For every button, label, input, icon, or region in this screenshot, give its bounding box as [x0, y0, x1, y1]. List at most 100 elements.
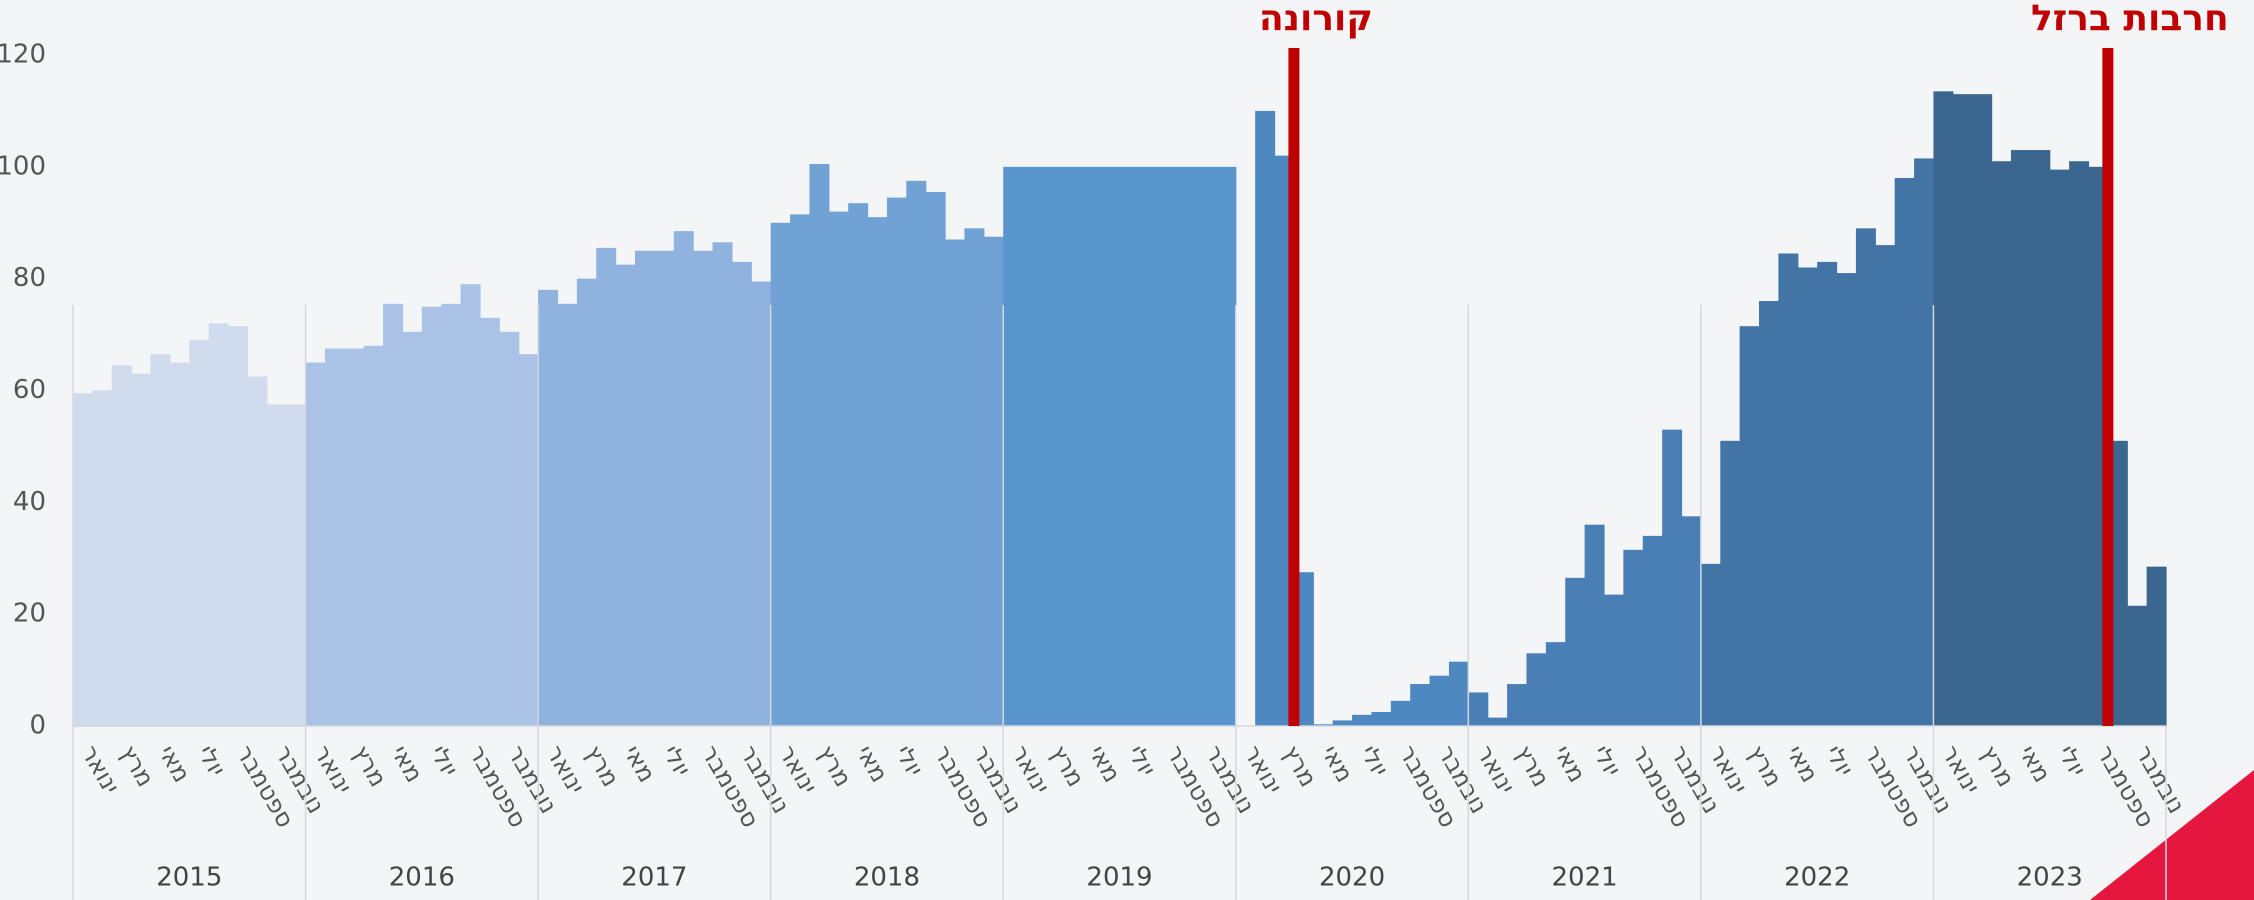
bar [867, 217, 888, 727]
bar [518, 354, 539, 726]
annotation-label: קורונה [1259, 0, 1373, 39]
bar [712, 242, 733, 726]
bar [790, 214, 811, 727]
bar [1390, 700, 1411, 726]
bar [247, 376, 268, 726]
month-label: מאי [851, 741, 894, 788]
bar [441, 303, 462, 726]
decoration [2090, 770, 2254, 900]
annotation-label: חרבות ברזל [2031, 0, 2229, 39]
month-label: יולי [1354, 741, 1394, 782]
bar [421, 306, 442, 726]
year-label: 2021 [1552, 863, 1618, 893]
bar [635, 250, 655, 727]
bar [1429, 675, 1450, 726]
bar [1313, 724, 1334, 726]
y-tick-label: 100 [0, 151, 46, 181]
month-label: יולי [192, 741, 232, 782]
month-label: יולי [657, 741, 697, 782]
bar [1778, 253, 1799, 727]
bar [925, 191, 946, 726]
bar [1720, 440, 1741, 726]
bar [2069, 161, 2090, 726]
bar [286, 404, 307, 726]
bar [557, 303, 578, 726]
bar [2030, 150, 2051, 726]
bar [731, 261, 752, 726]
bar [92, 390, 113, 726]
bar [479, 317, 500, 726]
plot [73, 91, 2167, 727]
month-label: מאי [1083, 741, 1126, 788]
bar [1797, 267, 1818, 726]
bar [1759, 301, 1780, 726]
bar [654, 250, 675, 727]
bar [208, 323, 229, 726]
bar [1371, 712, 1392, 726]
year-label: 2019 [1086, 863, 1152, 893]
bar [1894, 178, 1915, 726]
bar [1197, 166, 1217, 727]
month-label: יולי [2052, 741, 2092, 782]
year-label: 2018 [854, 863, 920, 893]
bar [983, 236, 1004, 726]
month-label: יולי [1820, 741, 1860, 782]
bar [1487, 717, 1508, 726]
month-label: מאי [153, 741, 196, 788]
bar [1352, 714, 1373, 726]
bar [1332, 720, 1353, 726]
bar [596, 247, 617, 726]
bar [615, 264, 636, 726]
month-label: יולי [424, 741, 464, 782]
month-label: מאי [1316, 741, 1359, 788]
bar [964, 228, 985, 726]
bar [169, 362, 190, 726]
month-label: יולי [1122, 741, 1162, 782]
bar [1041, 166, 1062, 727]
bar [1914, 158, 1935, 727]
month-label: מאי [2013, 741, 2056, 788]
month-label: מאי [1781, 741, 1824, 788]
y-tick-label: 40 [13, 487, 46, 517]
y-tick-label: 20 [13, 599, 46, 629]
bar [576, 278, 597, 726]
bar [809, 164, 830, 727]
bar [2010, 150, 2031, 726]
bar [945, 239, 966, 726]
year-label: 2015 [156, 863, 222, 893]
bar [1003, 166, 1024, 727]
bar [1603, 594, 1624, 726]
bar [266, 404, 287, 726]
month-label: יולי [889, 741, 929, 782]
bar [324, 348, 345, 726]
year-label: 2020 [1319, 863, 1385, 893]
bar [73, 393, 93, 726]
bar [1991, 161, 2012, 726]
bar [751, 281, 772, 726]
year-label: 2022 [1784, 863, 1850, 893]
y-tick-label: 60 [13, 375, 46, 405]
bar [1138, 166, 1159, 727]
bar [1080, 166, 1101, 727]
bar [1700, 563, 1721, 726]
bar [305, 362, 326, 726]
bar [1022, 166, 1043, 727]
bar [1662, 429, 1683, 726]
bar [886, 197, 907, 726]
bar [538, 289, 559, 726]
bar [460, 284, 481, 726]
bar [402, 331, 423, 726]
y-tick-label: 80 [13, 263, 46, 293]
month-label: ינואר [75, 741, 125, 799]
bar [189, 340, 210, 726]
bar [848, 203, 869, 726]
bar [228, 326, 249, 726]
bar [1642, 535, 1663, 726]
bar [499, 331, 520, 726]
bar [1836, 273, 1857, 726]
bar [344, 348, 365, 726]
bar [1507, 684, 1528, 726]
bar [111, 365, 132, 726]
y-tick-label: 0 [29, 711, 46, 741]
